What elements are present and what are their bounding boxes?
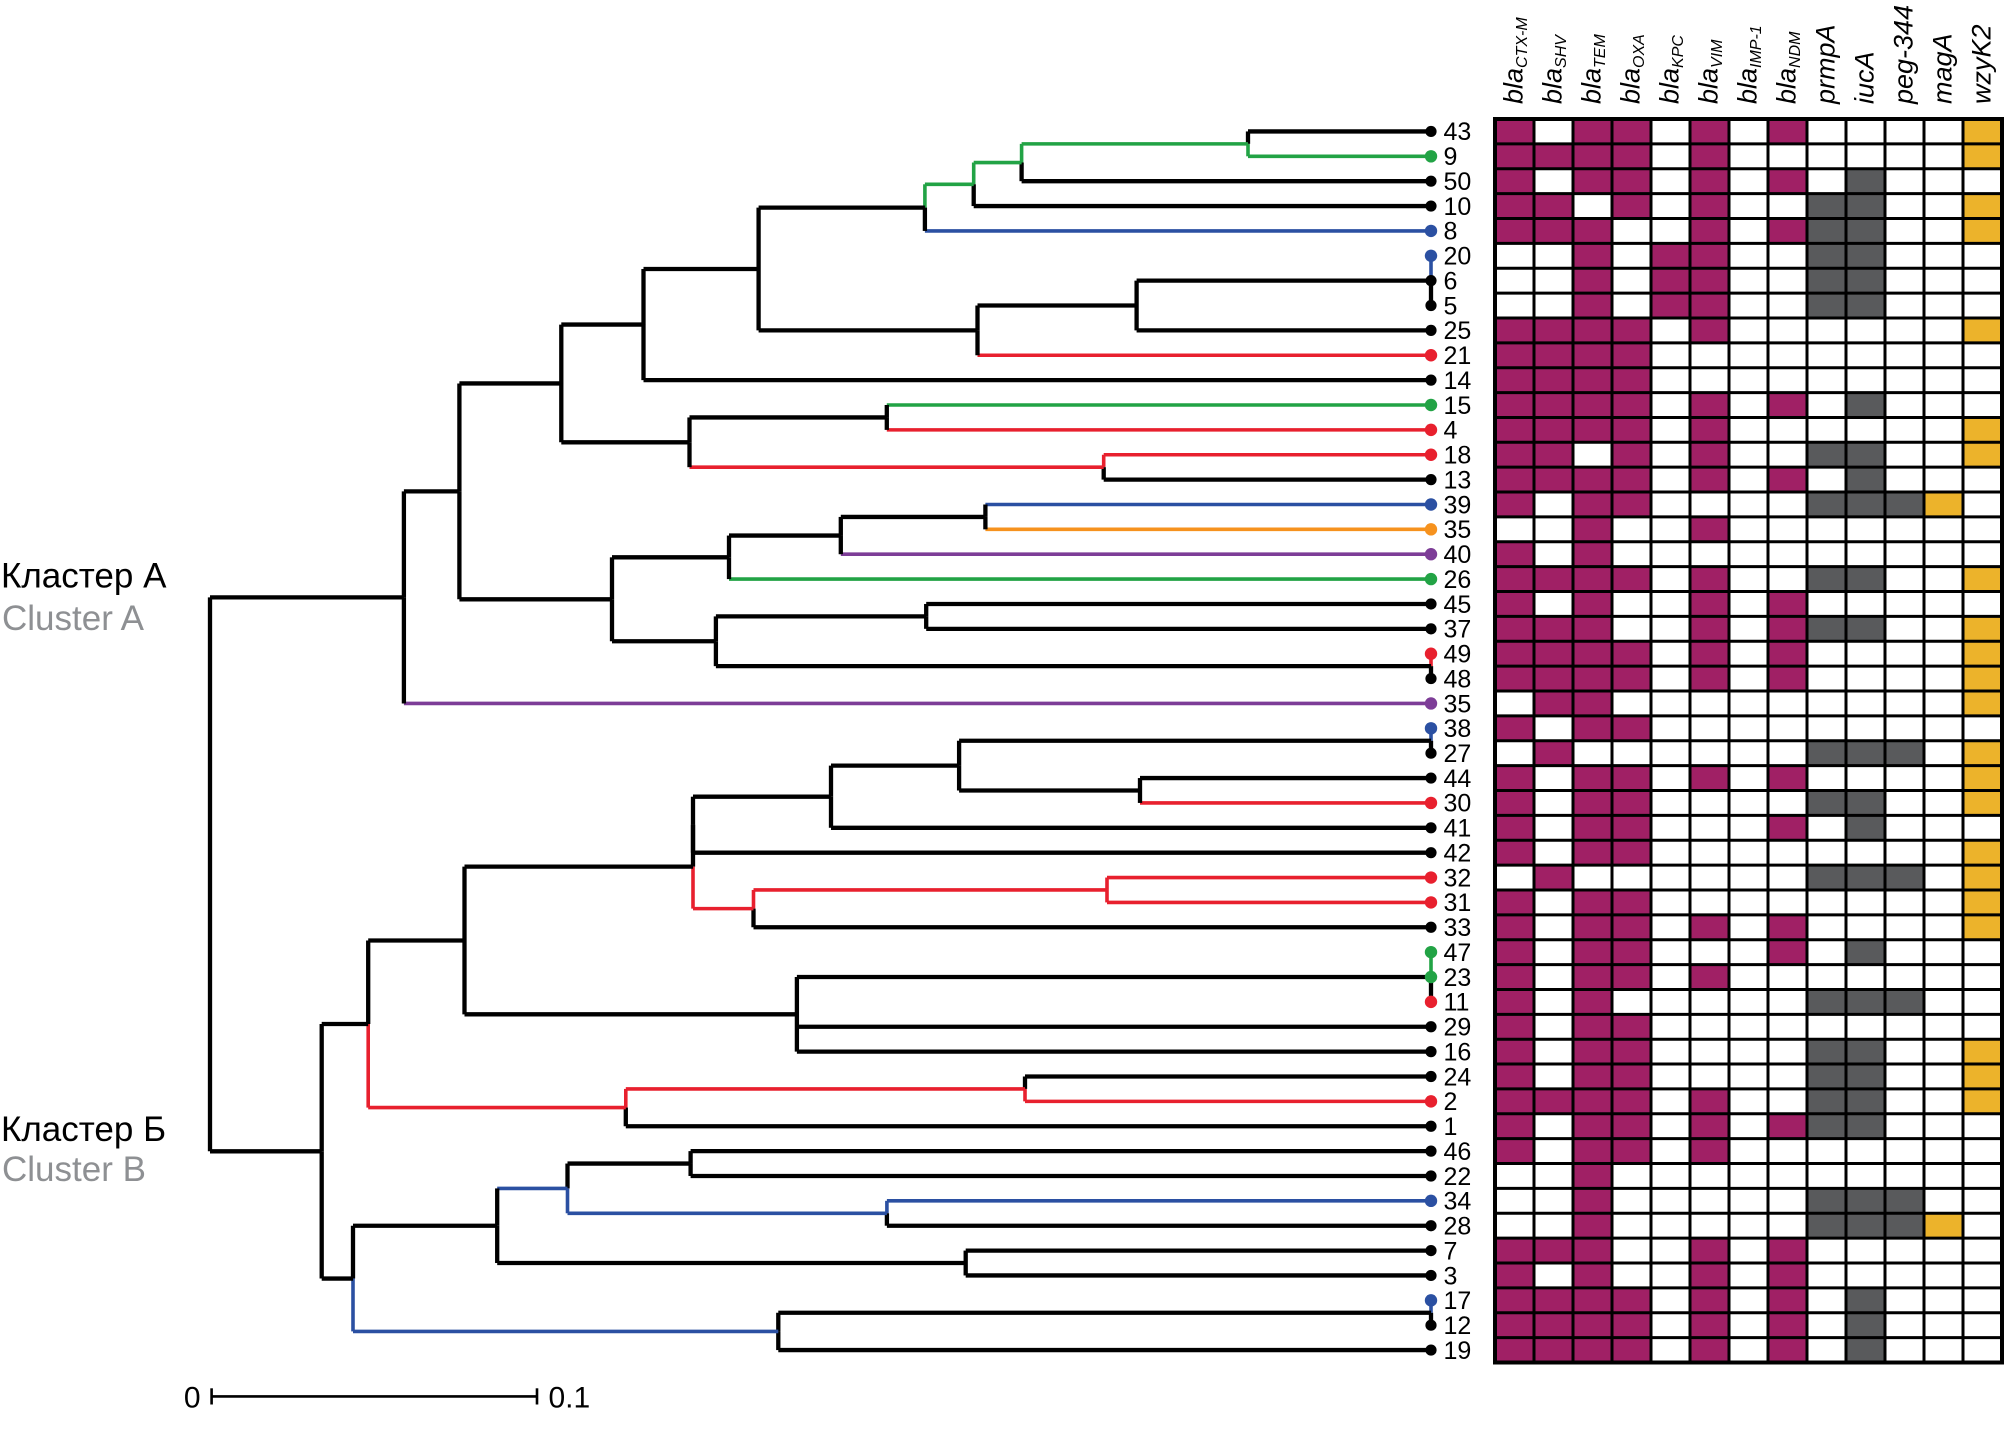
svg-text:50: 50 — [1444, 168, 1472, 196]
svg-text:Cluster B: Cluster B — [2, 1150, 146, 1189]
svg-text:9: 9 — [1444, 143, 1458, 171]
svg-text:35: 35 — [1444, 516, 1472, 544]
svg-text:10: 10 — [1444, 193, 1472, 221]
svg-text:11: 11 — [1444, 989, 1470, 1017]
svg-text:30: 30 — [1444, 790, 1472, 818]
svg-text:3: 3 — [1444, 1262, 1458, 1290]
svg-text:0: 0 — [184, 1382, 201, 1415]
svg-text:0.1: 0.1 — [549, 1382, 591, 1415]
svg-text:8: 8 — [1444, 218, 1458, 246]
svg-text:2: 2 — [1444, 1088, 1458, 1116]
svg-text:13: 13 — [1444, 466, 1472, 494]
svg-text:blaSHV: blaSHV — [1538, 34, 1571, 104]
svg-text:7: 7 — [1444, 1237, 1458, 1265]
svg-text:41: 41 — [1444, 815, 1472, 843]
svg-text:33: 33 — [1444, 914, 1472, 942]
svg-text:49: 49 — [1444, 641, 1472, 669]
svg-text:Кластер Б: Кластер Б — [1, 1110, 166, 1149]
svg-text:40: 40 — [1444, 541, 1472, 569]
svg-text:peg-344: peg-344 — [1889, 5, 1919, 105]
svg-text:45: 45 — [1444, 591, 1472, 619]
svg-text:Кластер А: Кластер А — [1, 557, 167, 596]
svg-text:wzyK2: wzyK2 — [1967, 24, 1997, 104]
svg-text:47: 47 — [1444, 939, 1472, 967]
svg-text:21: 21 — [1444, 342, 1472, 370]
svg-text:28: 28 — [1444, 1213, 1472, 1241]
svg-text:48: 48 — [1444, 665, 1472, 693]
svg-text:39: 39 — [1444, 491, 1472, 519]
svg-text:44: 44 — [1444, 765, 1472, 793]
svg-text:22: 22 — [1444, 1163, 1472, 1191]
svg-text:25: 25 — [1444, 317, 1472, 345]
svg-text:iucA: iucA — [1850, 51, 1880, 104]
svg-text:6: 6 — [1444, 267, 1458, 295]
svg-text:27: 27 — [1444, 740, 1472, 768]
svg-text:16: 16 — [1444, 1038, 1472, 1066]
svg-text:18: 18 — [1444, 442, 1472, 470]
svg-text:31: 31 — [1444, 889, 1472, 917]
svg-text:14: 14 — [1444, 367, 1472, 395]
svg-text:29: 29 — [1444, 1014, 1472, 1042]
svg-text:24: 24 — [1444, 1063, 1472, 1091]
svg-text:43: 43 — [1444, 118, 1472, 146]
svg-text:46: 46 — [1444, 1138, 1472, 1166]
svg-text:32: 32 — [1444, 864, 1472, 892]
svg-text:magA: magA — [1928, 33, 1958, 104]
svg-text:15: 15 — [1444, 392, 1472, 420]
svg-text:23: 23 — [1444, 964, 1472, 992]
svg-text:5: 5 — [1444, 292, 1458, 320]
svg-text:19: 19 — [1444, 1337, 1472, 1365]
svg-text:20: 20 — [1444, 243, 1472, 271]
svg-text:1: 1 — [1444, 1113, 1458, 1141]
svg-text:Cluster A: Cluster A — [2, 599, 145, 638]
svg-text:34: 34 — [1444, 1188, 1472, 1216]
svg-text:42: 42 — [1444, 839, 1472, 867]
svg-text:4: 4 — [1444, 417, 1458, 445]
svg-text:12: 12 — [1444, 1312, 1472, 1340]
svg-text:17: 17 — [1444, 1287, 1472, 1315]
svg-text:38: 38 — [1444, 715, 1472, 743]
svg-text:prmpA: prmpA — [1811, 24, 1841, 105]
svg-text:26: 26 — [1444, 566, 1472, 594]
svg-text:37: 37 — [1444, 616, 1472, 644]
svg-text:35: 35 — [1444, 690, 1472, 718]
